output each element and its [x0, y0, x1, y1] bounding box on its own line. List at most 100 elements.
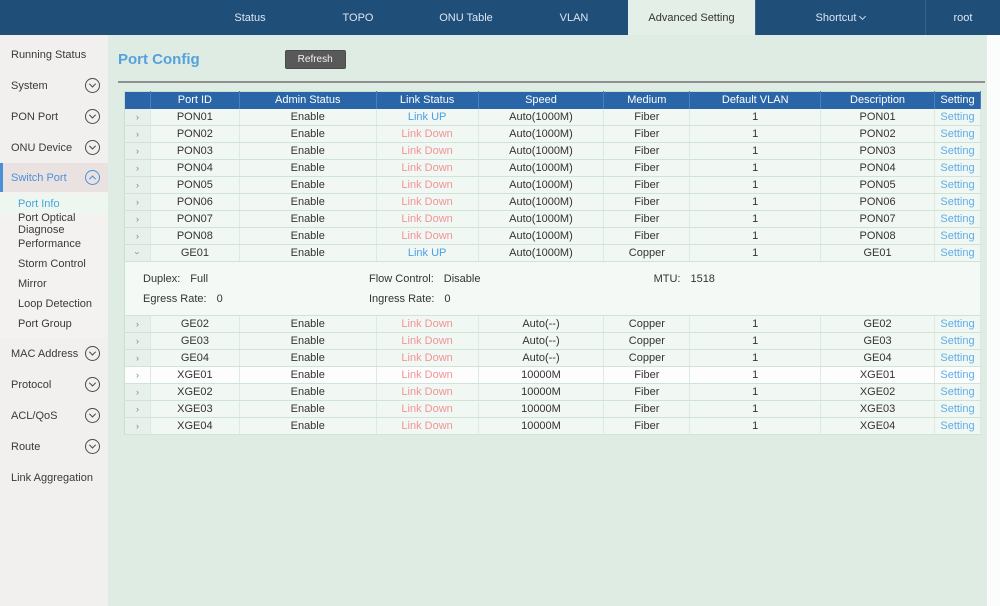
- setting-link[interactable]: Setting: [940, 369, 974, 381]
- expand-toggle[interactable]: ›: [125, 143, 151, 160]
- description-cell: PON01: [821, 109, 935, 126]
- table-row-pon07[interactable]: ›PON07EnableLink DownAuto(1000M)Fiber1PO…: [125, 211, 981, 228]
- expand-toggle[interactable]: ›: [125, 384, 151, 401]
- chevron-glyph: [89, 175, 96, 182]
- nav-tab-label: VLAN: [560, 12, 589, 24]
- setting-link[interactable]: Setting: [940, 162, 974, 174]
- setting-link[interactable]: Setting: [940, 420, 974, 432]
- sidebar-subitem-storm-control[interactable]: Storm Control: [0, 254, 108, 274]
- table-row-ge04[interactable]: ›GE04EnableLink DownAuto(--)Copper1GE04S…: [125, 350, 981, 367]
- main-content: Port Config Refresh Port IDAdmin StatusL…: [108, 35, 1000, 606]
- column-header-expand: [125, 92, 151, 109]
- speed-cell: Auto(1000M): [478, 228, 604, 245]
- table-row-xge02[interactable]: ›XGE02EnableLink Down10000MFiber1XGE02Se…: [125, 384, 981, 401]
- setting-link[interactable]: Setting: [940, 335, 974, 347]
- table-row-xge03[interactable]: ›XGE03EnableLink Down10000MFiber1XGE03Se…: [125, 401, 981, 418]
- expand-toggle[interactable]: ›: [125, 367, 151, 384]
- setting-link[interactable]: Setting: [940, 352, 974, 364]
- expanded-detail-cell: Duplex:FullFlow Control:DisableMTU:1518E…: [125, 262, 981, 316]
- table-row-pon06[interactable]: ›PON06EnableLink DownAuto(1000M)Fiber1PO…: [125, 194, 981, 211]
- setting-link[interactable]: Setting: [940, 128, 974, 140]
- refresh-button[interactable]: Refresh: [285, 50, 346, 69]
- sidebar-item-link-aggregation[interactable]: Link Aggregation: [0, 462, 108, 493]
- setting-link[interactable]: Setting: [940, 403, 974, 415]
- port-id-cell: PON03: [150, 143, 239, 160]
- setting-cell: Setting: [934, 245, 980, 262]
- expand-toggle[interactable]: ›: [125, 194, 151, 211]
- speed-cell: Auto(1000M): [478, 194, 604, 211]
- nav-tab-topo[interactable]: TOPO: [304, 0, 412, 35]
- expand-toggle[interactable]: ›: [125, 109, 151, 126]
- table-row-pon04[interactable]: ›PON04EnableLink DownAuto(1000M)Fiber1PO…: [125, 160, 981, 177]
- expand-toggle[interactable]: ›: [125, 211, 151, 228]
- sidebar-item-running-status[interactable]: Running Status: [0, 39, 108, 70]
- sidebar-subitem-port-info[interactable]: Port Info: [0, 194, 108, 214]
- expand-toggle[interactable]: ›: [125, 245, 151, 262]
- setting-link[interactable]: Setting: [940, 230, 974, 242]
- nav-tab-root[interactable]: root: [925, 0, 1000, 35]
- admin-status-cell: Enable: [239, 350, 376, 367]
- nav-tab-shortcut[interactable]: Shortcut: [755, 0, 925, 35]
- default-vlan-cell: 1: [690, 401, 821, 418]
- description-cell: PON05: [821, 177, 935, 194]
- nav-tab-onu-table[interactable]: ONU Table: [412, 0, 520, 35]
- sidebar-item-route[interactable]: Route: [0, 431, 108, 462]
- sidebar-item-protocol[interactable]: Protocol: [0, 369, 108, 400]
- expand-toggle[interactable]: ›: [125, 401, 151, 418]
- setting-link[interactable]: Setting: [940, 111, 974, 123]
- table-row-xge01[interactable]: ›XGE01EnableLink Down10000MFiber1XGE01Se…: [125, 367, 981, 384]
- sidebar-subitem-port-group[interactable]: Port Group: [0, 314, 108, 334]
- expand-toggle[interactable]: ›: [125, 160, 151, 177]
- egress-rate: Egress Rate:0: [143, 293, 369, 305]
- nav-spacer: [0, 0, 196, 35]
- table-row-xge04[interactable]: ›XGE04EnableLink Down10000MFiber1XGE04Se…: [125, 418, 981, 435]
- speed-cell: Auto(1000M): [478, 126, 604, 143]
- sidebar-item-acl-qos[interactable]: ACL/QoS: [0, 400, 108, 431]
- description-cell: XGE02: [821, 384, 935, 401]
- sidebar-item-system[interactable]: System: [0, 70, 108, 101]
- chevron-down-circle-icon: [85, 439, 100, 454]
- setting-link[interactable]: Setting: [940, 247, 974, 259]
- setting-link[interactable]: Setting: [940, 386, 974, 398]
- nav-tab-vlan[interactable]: VLAN: [520, 0, 628, 35]
- medium-cell: Fiber: [604, 143, 690, 160]
- expand-toggle[interactable]: ›: [125, 350, 151, 367]
- speed-cell: 10000M: [478, 418, 604, 435]
- expand-toggle[interactable]: ›: [125, 333, 151, 350]
- default-vlan-cell: 1: [690, 384, 821, 401]
- setting-link[interactable]: Setting: [940, 213, 974, 225]
- table-row-pon05[interactable]: ›PON05EnableLink DownAuto(1000M)Fiber1PO…: [125, 177, 981, 194]
- table-row-pon01[interactable]: ›PON01EnableLink UPAuto(1000M)Fiber1PON0…: [125, 109, 981, 126]
- speed-cell: Auto(1000M): [478, 245, 604, 262]
- nav-tab-advanced-setting[interactable]: Advanced Setting: [628, 0, 755, 35]
- sidebar-subitem-performance[interactable]: Performance: [0, 234, 108, 254]
- sidebar-subitem-loop-detection[interactable]: Loop Detection: [0, 294, 108, 314]
- setting-link[interactable]: Setting: [940, 179, 974, 191]
- expand-toggle[interactable]: ›: [125, 177, 151, 194]
- sidebar-item-mac-address[interactable]: MAC Address: [0, 338, 108, 369]
- expand-toggle[interactable]: ›: [125, 228, 151, 245]
- description-cell: PON08: [821, 228, 935, 245]
- sidebar-item-switch-port[interactable]: Switch Port: [0, 163, 108, 192]
- setting-link[interactable]: Setting: [940, 145, 974, 157]
- setting-link[interactable]: Setting: [940, 196, 974, 208]
- nav-tab-status[interactable]: Status: [196, 0, 304, 35]
- sidebar-subitem-port-optical-diagnose[interactable]: Port Optical Diagnose: [0, 214, 108, 234]
- table-row-pon08[interactable]: ›PON08EnableLink DownAuto(1000M)Fiber1PO…: [125, 228, 981, 245]
- chevron-down-circle-icon: [85, 408, 100, 423]
- table-row-pon03[interactable]: ›PON03EnableLink DownAuto(1000M)Fiber1PO…: [125, 143, 981, 160]
- link-status-cell: Link Down: [376, 350, 478, 367]
- expand-toggle[interactable]: ›: [125, 316, 151, 333]
- table-row-ge03[interactable]: ›GE03EnableLink DownAuto(--)Copper1GE03S…: [125, 333, 981, 350]
- table-row-ge02[interactable]: ›GE02EnableLink DownAuto(--)Copper1GE02S…: [125, 316, 981, 333]
- table-row-pon02[interactable]: ›PON02EnableLink DownAuto(1000M)Fiber1PO…: [125, 126, 981, 143]
- sidebar-item-pon-port[interactable]: PON Port: [0, 101, 108, 132]
- sidebar-subitem-mirror[interactable]: Mirror: [0, 274, 108, 294]
- sidebar-item-onu-device[interactable]: ONU Device: [0, 132, 108, 163]
- expand-toggle[interactable]: ›: [125, 418, 151, 435]
- setting-link[interactable]: Setting: [940, 318, 974, 330]
- table-row-ge01[interactable]: ›GE01EnableLink UPAuto(1000M)Copper1GE01…: [125, 245, 981, 262]
- scrollbar-track[interactable]: [987, 35, 1000, 606]
- default-vlan-cell: 1: [690, 160, 821, 177]
- expand-toggle[interactable]: ›: [125, 126, 151, 143]
